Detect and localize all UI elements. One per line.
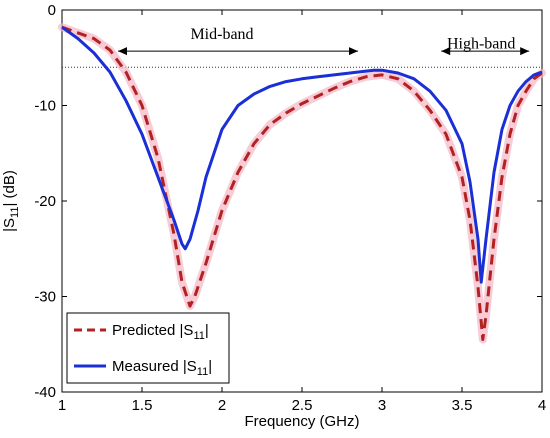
legend-label-measured: Measured |S11| <box>112 358 212 378</box>
series-line-measured <box>61 25 543 284</box>
x-tick-label-0: 1 <box>58 397 66 414</box>
legend-label-predicted-main: Predicted |S <box>112 322 193 339</box>
arrow-head-right-mid-band <box>349 47 358 56</box>
legend-box <box>66 312 230 384</box>
legend-label-measured-main: Measured |S <box>112 358 197 375</box>
series-line-predicted <box>61 25 543 341</box>
legend-label-predicted-tail: | <box>205 322 209 339</box>
x-tick-label-3: 2.5 <box>292 397 313 414</box>
legend: Predicted |S11| Measured |S11| <box>66 312 230 384</box>
x-tick-label-5: 3.5 <box>452 397 473 414</box>
y-tick-label-4: -40 <box>34 384 56 401</box>
y-axis-label-sub: 11 <box>9 207 21 218</box>
legend-label-predicted: Predicted |S11| <box>112 322 209 342</box>
y-axis-label-main: |S <box>1 218 18 232</box>
y-axis-label-tail: | (dB) <box>1 170 18 206</box>
x-tick-label-2: 2 <box>218 397 226 414</box>
y-tick-label-0: 0 <box>48 2 56 19</box>
arrow-head-left-high-band <box>441 47 451 56</box>
arrow-head-left-mid-band <box>118 47 127 56</box>
legend-label-predicted-sub: 11 <box>193 330 204 342</box>
y-tick-label-2: -20 <box>34 193 56 210</box>
x-tick-label-6: 4 <box>538 397 546 414</box>
y-axis-label: |S11| (dB) <box>1 170 21 232</box>
y-tick-label-1: -10 <box>34 98 56 115</box>
annotation-label-high-band: High-band <box>447 35 515 52</box>
x-tick-label-1: 1.5 <box>132 397 153 414</box>
x-tick-label-4: 3 <box>378 397 386 414</box>
annotation-label-mid-band: Mid-band <box>190 26 253 43</box>
legend-label-measured-sub: 11 <box>197 366 208 378</box>
legend-label-measured-tail: | <box>208 358 212 375</box>
y-tick-label-3: -30 <box>34 289 56 306</box>
arrow-head-right-high-band <box>520 47 530 56</box>
x-axis-label: Frequency (GHz) <box>244 413 359 430</box>
